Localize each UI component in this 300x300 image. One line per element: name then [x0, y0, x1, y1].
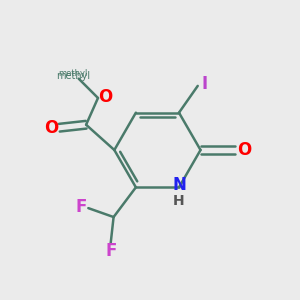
Text: I: I [201, 75, 207, 93]
Text: F: F [106, 242, 117, 260]
Text: methyl: methyl [56, 71, 90, 81]
Text: O: O [98, 88, 112, 106]
Text: O: O [44, 119, 58, 137]
Text: methyl: methyl [58, 69, 88, 78]
Text: F: F [75, 198, 87, 216]
Text: N: N [172, 176, 186, 194]
Text: O: O [237, 141, 251, 159]
Text: H: H [173, 194, 185, 208]
